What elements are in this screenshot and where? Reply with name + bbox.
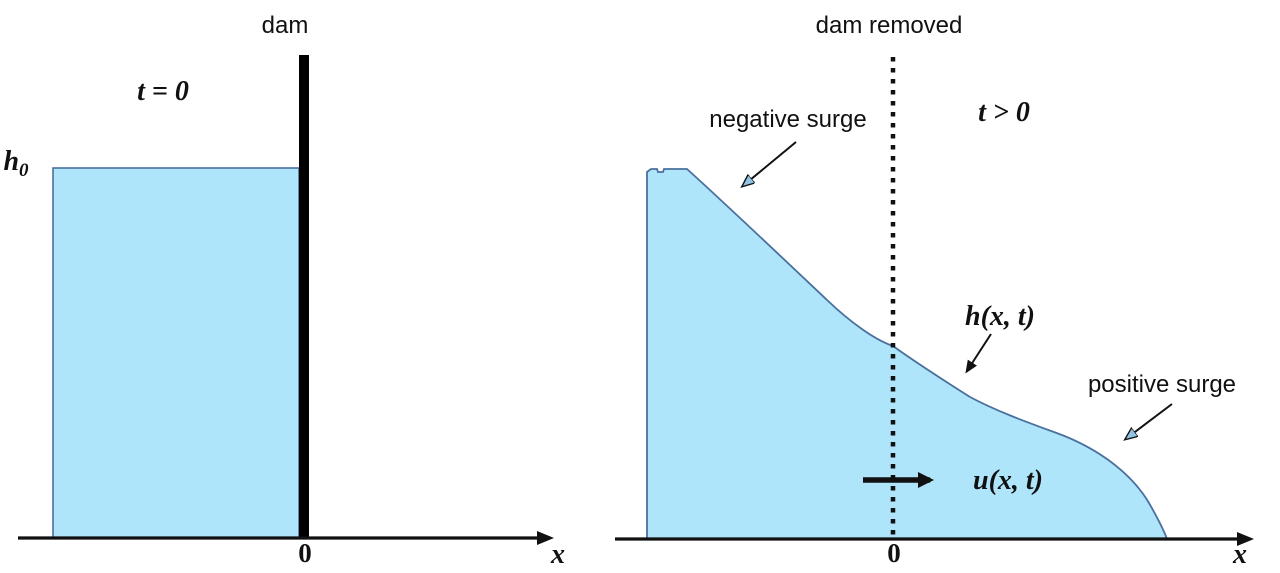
water-column bbox=[52, 167, 300, 539]
dam-removed-label: dam removed bbox=[816, 12, 963, 39]
negative-surge-arrow bbox=[744, 141, 797, 185]
x-axis-label-left: x bbox=[550, 539, 565, 570]
time-zero-label: t = 0 bbox=[137, 76, 189, 107]
negative-surge-label: negative surge bbox=[709, 106, 866, 133]
origin-label-left: 0 bbox=[298, 538, 312, 568]
x-axis-label-right: x bbox=[1232, 539, 1247, 570]
dam-bar bbox=[299, 55, 309, 538]
velocity-function-label: u(x, t) bbox=[973, 465, 1043, 496]
height-function-arrow bbox=[965, 333, 992, 374]
positive-surge-label: positive surge bbox=[1088, 371, 1236, 398]
dam-label: dam bbox=[262, 12, 309, 39]
height-function-label: h(x, t) bbox=[965, 301, 1035, 332]
origin-label-right: 0 bbox=[887, 538, 901, 568]
right-panel: dam removed t > 0 negative surge h(x, t)… bbox=[615, 12, 1254, 570]
positive-surge-arrow bbox=[1127, 403, 1173, 438]
initial-height-label: h0 bbox=[3, 146, 29, 181]
water-profile bbox=[646, 168, 1169, 540]
left-panel: dam t = 0 h0 0 x bbox=[3, 12, 565, 570]
time-positive-label: t > 0 bbox=[978, 97, 1030, 128]
